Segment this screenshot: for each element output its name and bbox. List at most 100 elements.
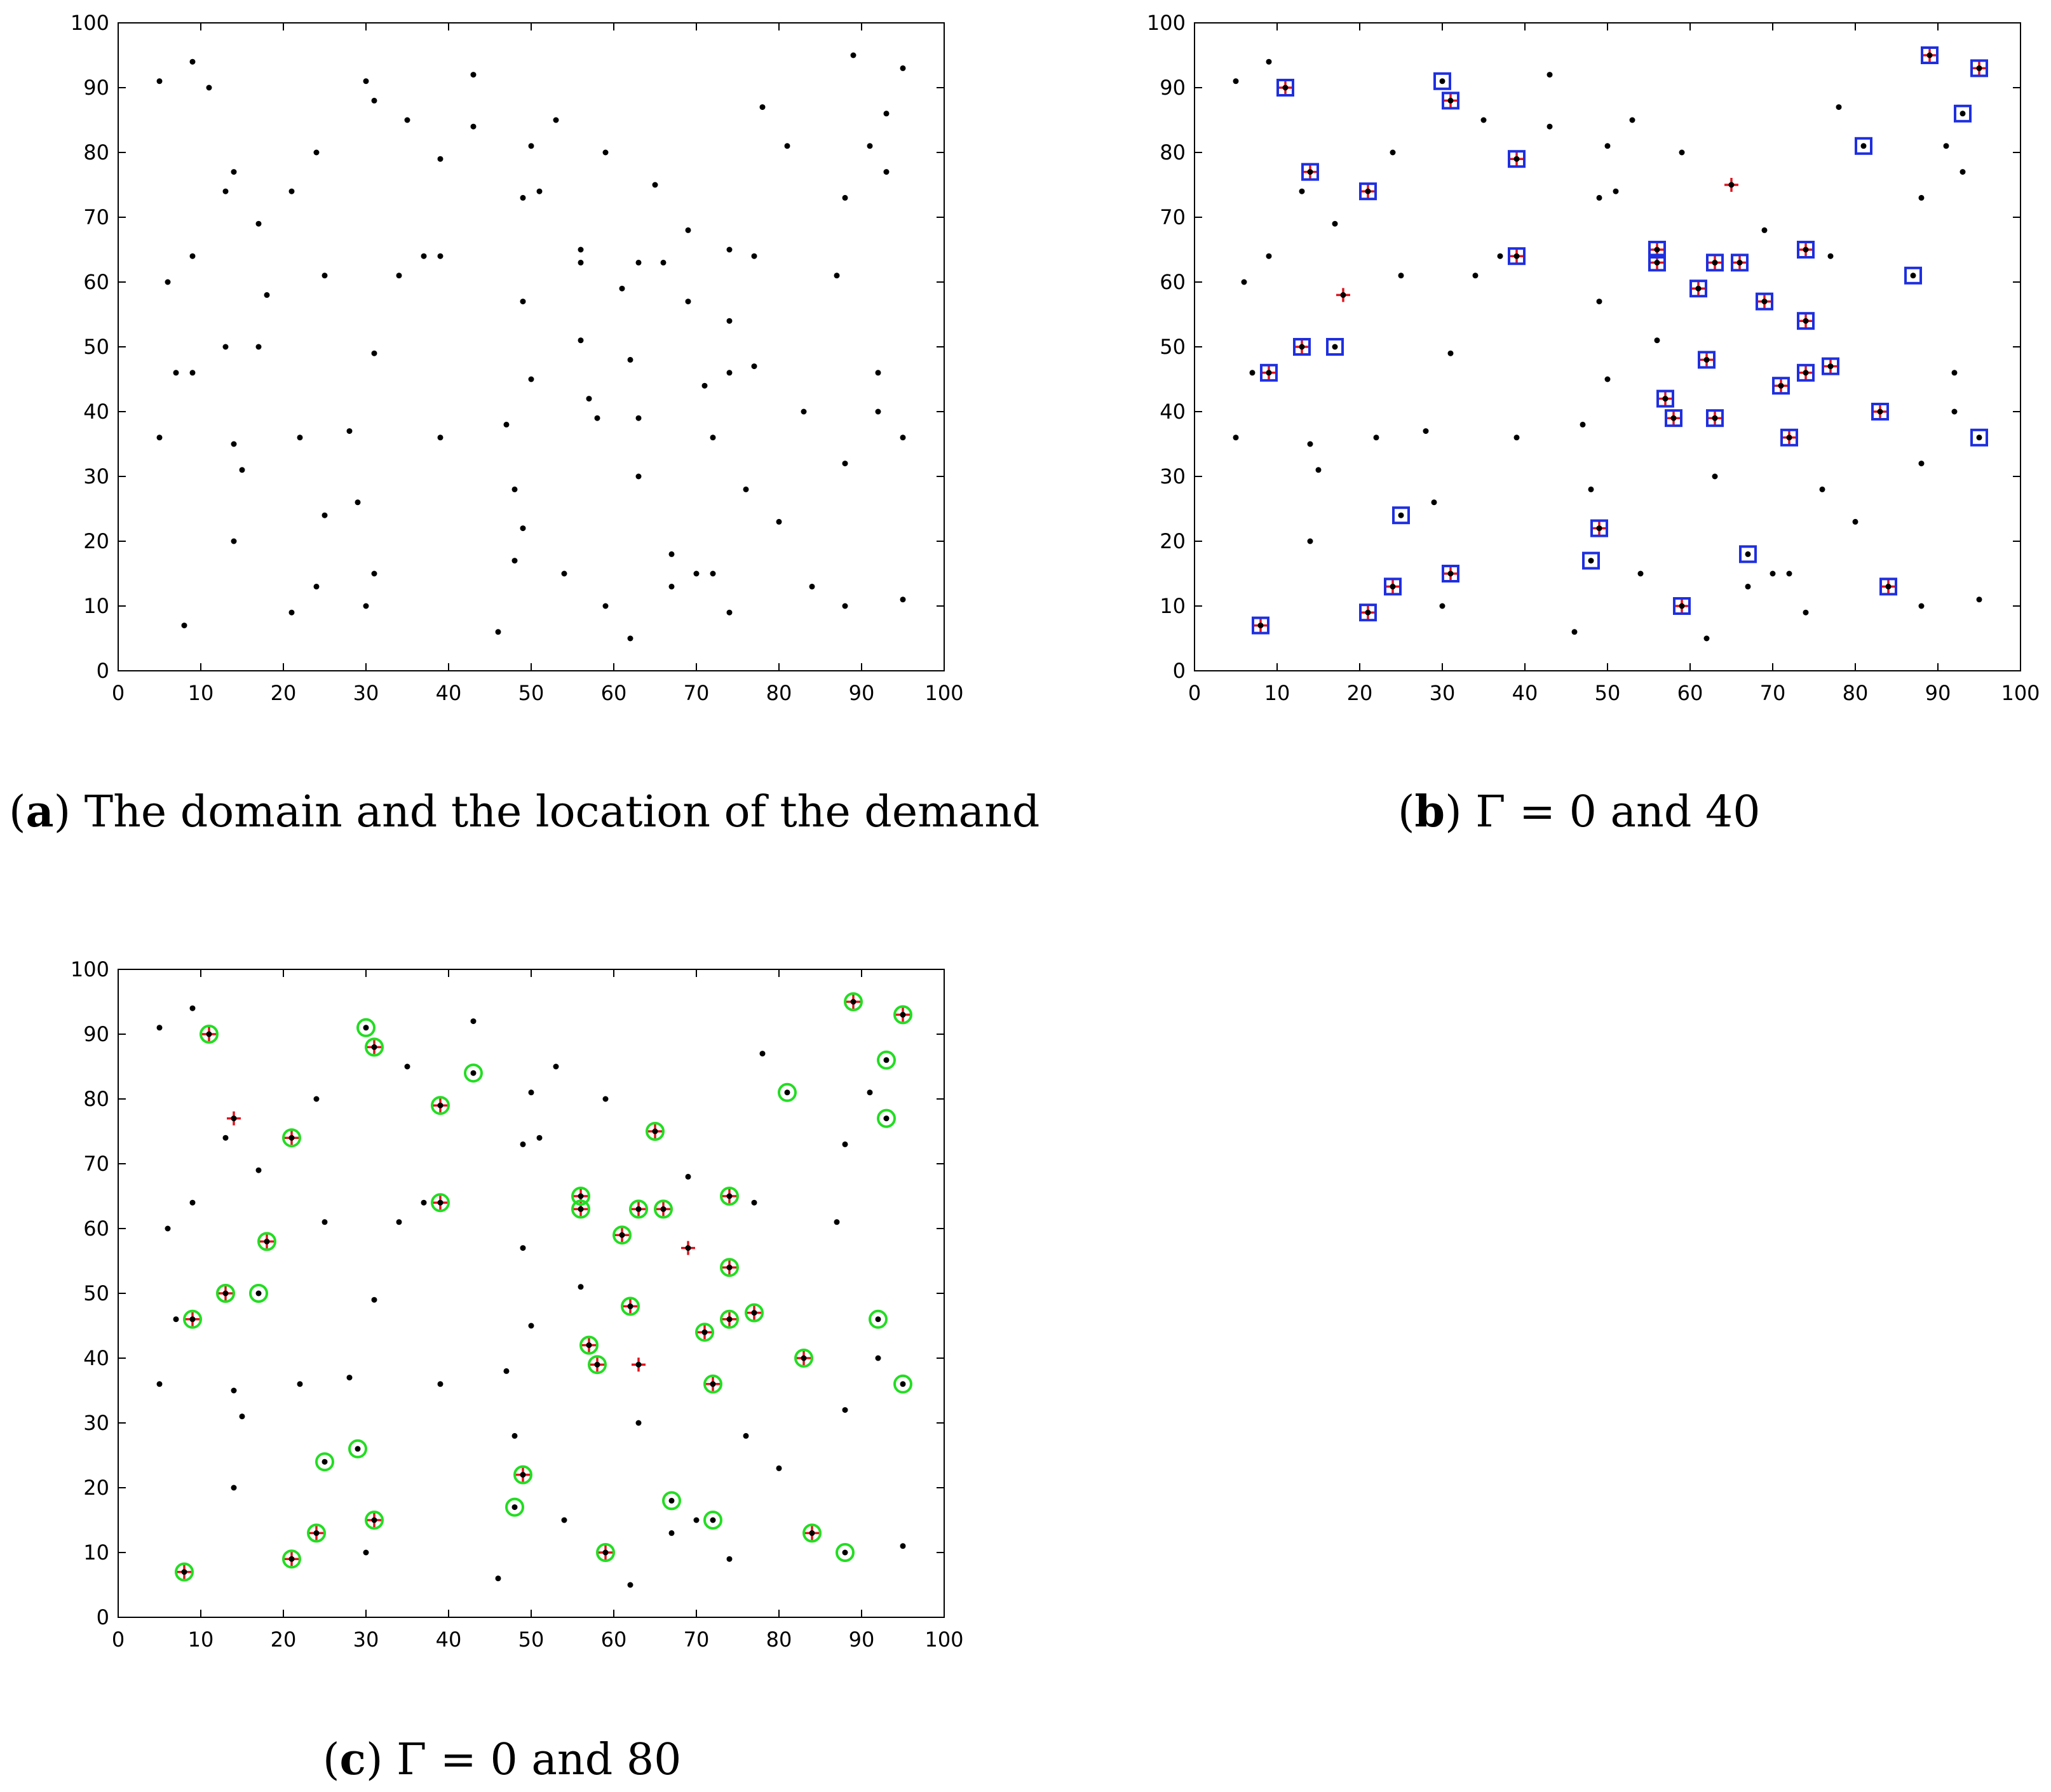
demand-point	[1431, 499, 1437, 506]
demand-point	[189, 1005, 196, 1011]
demand-point	[1547, 72, 1553, 78]
circle-marker	[621, 1297, 640, 1316]
demand-point	[578, 1193, 584, 1199]
demand-point	[346, 428, 353, 435]
panel-c-scatter-plot: 0 10 20 30 40 50 60 70 80 90 100 0 10 20 30 40 50 60 70 80 9…	[71, 957, 964, 1652]
y-tick-label: 100	[71, 11, 109, 35]
y-tick-label: 40	[1160, 400, 1186, 424]
demand-point	[189, 58, 196, 65]
demand-point	[561, 1517, 567, 1523]
demand-point	[1241, 279, 1247, 285]
demand-point	[231, 169, 237, 175]
square-marker	[1706, 409, 1724, 428]
square-marker	[1797, 241, 1815, 259]
demand-point	[1712, 415, 1718, 421]
caption-b: (b) Γ = 0 and 40	[1398, 786, 1761, 837]
demand-point	[156, 78, 163, 84]
demand-point	[784, 143, 790, 149]
demand-point	[495, 1575, 501, 1582]
circle-marker	[588, 1355, 607, 1375]
demand-point	[867, 1089, 873, 1096]
demand-point	[181, 1569, 187, 1575]
square-marker	[1508, 150, 1526, 168]
circle-marker	[200, 1025, 219, 1044]
demand-point	[1513, 156, 1520, 162]
demand-point	[346, 1375, 353, 1381]
y-tick-label: 10	[1160, 594, 1186, 618]
demand-point	[1580, 421, 1586, 428]
demand-point	[1918, 603, 1925, 609]
demand-point	[1398, 273, 1404, 279]
x-tick-label: 90	[849, 681, 875, 705]
demand-point	[511, 1504, 518, 1511]
demand-point	[528, 1089, 534, 1096]
demand-point	[297, 1381, 303, 1387]
demand-point	[239, 467, 245, 473]
x-tick-label: 30	[1430, 681, 1456, 705]
demand-point	[1679, 149, 1685, 156]
demand-point	[578, 1206, 584, 1212]
demand-point	[1712, 473, 1718, 480]
demand-point	[322, 273, 328, 279]
demand-point	[231, 1485, 237, 1491]
demand-point	[1365, 188, 1371, 194]
demand-point	[1233, 78, 1239, 84]
square-marker	[1359, 603, 1377, 622]
demand-point	[511, 1432, 518, 1439]
x-tick-label: 60	[601, 1627, 627, 1652]
circle-marker	[613, 1225, 632, 1245]
panel-b-scatter-plot: 0 10 20 30 40 50 60 70 80 90 100 0 10 20 30 40 50 60 70 80 9…	[1147, 11, 2040, 705]
circle-marker	[505, 1497, 524, 1517]
demand-point	[1266, 370, 1272, 376]
y-tick-label: 20	[83, 1476, 109, 1500]
demand-point	[371, 570, 377, 577]
demand-point	[264, 292, 270, 298]
demand-point	[1233, 435, 1239, 441]
square-marker	[1739, 545, 1757, 563]
demand-point	[809, 1530, 815, 1536]
demand-point	[288, 609, 295, 616]
y-tick-label: 60	[1160, 270, 1186, 294]
demand-point	[578, 1284, 584, 1290]
y-tick-label: 10	[83, 594, 109, 618]
demand-point	[1596, 194, 1602, 201]
x-tick-label: 0	[112, 681, 125, 705]
demand-point	[173, 370, 179, 376]
demand-point	[363, 1549, 369, 1556]
circle-marker	[365, 1511, 384, 1530]
demand-point	[1654, 259, 1660, 266]
demand-point	[313, 583, 320, 589]
demand-point	[635, 1420, 642, 1426]
demand-point	[743, 486, 749, 492]
circle-marker	[175, 1562, 194, 1582]
square-marker	[1582, 551, 1600, 570]
square-marker	[1954, 104, 1972, 123]
demand-point	[627, 356, 633, 363]
demand-point	[1257, 623, 1264, 629]
demand-point	[1588, 486, 1594, 492]
demand-point	[231, 1387, 237, 1394]
demand-point	[578, 337, 584, 344]
plot-frame	[118, 22, 945, 671]
demand-point	[371, 1044, 377, 1050]
demand-point	[1910, 273, 1916, 279]
demand-point	[850, 52, 856, 58]
demand-point	[520, 525, 526, 532]
demand-point	[1712, 259, 1718, 266]
demand-point	[222, 344, 229, 350]
demand-point	[520, 1245, 526, 1251]
demand-point	[511, 558, 518, 564]
x-tick-label: 100	[924, 681, 963, 705]
demand-point	[1447, 570, 1454, 577]
demand-point	[784, 1089, 790, 1096]
x-tick-label: 20	[271, 681, 297, 705]
demand-point	[1654, 246, 1660, 253]
demand-point	[875, 408, 881, 415]
x-tick-label: 0	[112, 1627, 125, 1652]
demand-point	[470, 123, 477, 130]
demand-point	[751, 363, 757, 370]
demand-point	[1703, 356, 1710, 363]
demand-point	[726, 1264, 733, 1270]
demand-point	[1307, 169, 1313, 175]
circle-marker	[282, 1128, 301, 1148]
